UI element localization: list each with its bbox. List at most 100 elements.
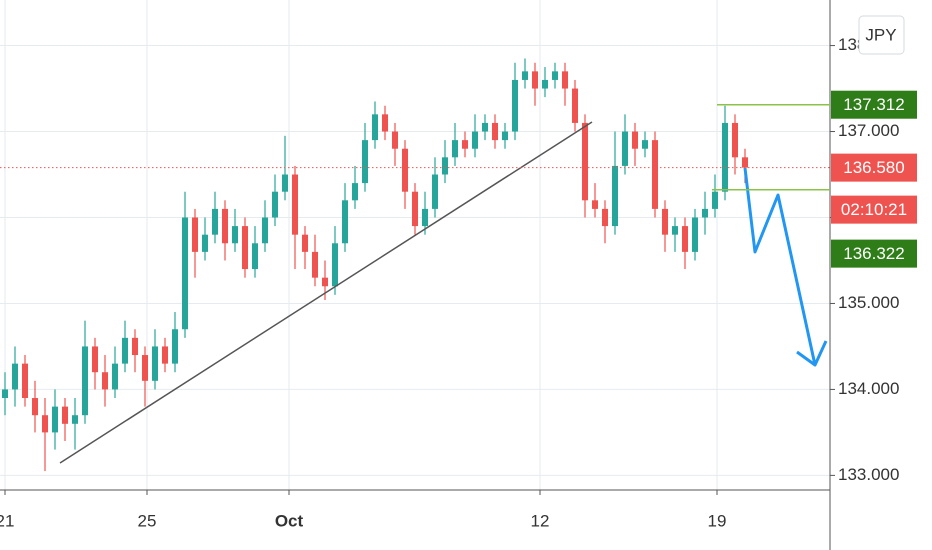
current-price-label: 136.580 xyxy=(843,158,904,177)
candle-body xyxy=(202,234,208,252)
level-label: 137.312 xyxy=(843,95,904,114)
candle-body xyxy=(622,131,628,166)
candle-body xyxy=(52,406,58,433)
candle-body xyxy=(372,114,378,141)
candle-body xyxy=(602,208,608,227)
candle-body xyxy=(272,191,278,218)
candle-body xyxy=(632,131,638,149)
candle-body xyxy=(502,131,508,141)
candle-body xyxy=(702,208,708,218)
candle-body xyxy=(582,122,588,201)
candle-body xyxy=(122,337,128,364)
candle-body xyxy=(662,208,668,235)
candle-body xyxy=(82,346,88,416)
candle-body xyxy=(292,174,298,235)
candle-body xyxy=(522,71,528,80)
y-tick-label: 134.000 xyxy=(838,379,899,398)
y-tick-label: 133.000 xyxy=(838,465,899,484)
candle-body xyxy=(422,208,428,227)
candle-body xyxy=(452,140,458,158)
candle-body xyxy=(212,208,218,235)
candle-body xyxy=(72,415,78,424)
candle-body xyxy=(562,71,568,89)
candle-body xyxy=(692,217,698,252)
candle-body xyxy=(182,217,188,330)
candle-body xyxy=(192,217,198,252)
grid xyxy=(0,0,830,490)
y-tick-label: 137.000 xyxy=(838,121,899,140)
trend-line xyxy=(59,121,593,464)
candle-body xyxy=(242,226,248,270)
candle-body xyxy=(312,251,318,278)
x-tick-label: 12 xyxy=(531,511,550,530)
candle-body xyxy=(412,191,418,227)
candle-body xyxy=(172,329,178,364)
currency-button[interactable] xyxy=(858,15,905,55)
candle-body xyxy=(262,217,268,244)
candle-body xyxy=(342,200,348,244)
candle-body xyxy=(472,131,478,149)
candle-body xyxy=(112,363,118,390)
candle-body xyxy=(512,79,518,132)
level-label-box xyxy=(831,239,917,268)
candle-body xyxy=(592,200,598,209)
candle-body xyxy=(682,226,688,252)
candle-body xyxy=(432,174,438,209)
candle-body xyxy=(382,114,388,132)
candle-body xyxy=(542,79,548,89)
current-price-label-box xyxy=(831,153,917,182)
candle-body xyxy=(282,174,288,192)
currency-button-label[interactable]: JPY xyxy=(865,25,896,44)
candle-body xyxy=(642,140,648,149)
candle-body xyxy=(672,226,678,235)
x-tick-label: 19 xyxy=(708,511,727,530)
candle-body xyxy=(62,406,68,424)
candle-body xyxy=(322,277,328,287)
y-tick-label: 135.000 xyxy=(838,293,899,312)
candle-body xyxy=(222,208,228,244)
candle-body xyxy=(102,372,108,390)
candle-body xyxy=(232,226,238,244)
candle-body xyxy=(352,183,358,201)
candle-body xyxy=(442,157,448,175)
candle-body xyxy=(12,363,18,390)
arrow-head xyxy=(796,340,828,367)
candle-body xyxy=(402,148,408,192)
candle-body xyxy=(22,363,28,399)
candle-body xyxy=(332,243,338,287)
candle-body xyxy=(652,140,658,209)
candle-body xyxy=(142,355,148,381)
candle-body xyxy=(2,389,8,399)
candle-body xyxy=(32,398,38,416)
candles xyxy=(2,58,748,472)
candle-body xyxy=(492,122,498,141)
candle-body xyxy=(612,165,618,227)
candle-body xyxy=(462,140,468,149)
countdown-label-box xyxy=(831,195,917,224)
candle-body xyxy=(482,122,488,132)
countdown-label: 02:10:21 xyxy=(841,200,907,219)
candle-body xyxy=(392,131,398,149)
candle-body xyxy=(362,140,368,184)
candle-body xyxy=(92,346,98,373)
candle-body xyxy=(152,346,158,381)
candle-body xyxy=(722,122,728,192)
level-label-box xyxy=(831,90,917,119)
x-tick-label: 25 xyxy=(138,511,157,530)
x-tick-label: 21 xyxy=(0,511,14,530)
price-labels: 137.312 136.580 02:10:21 136.322 xyxy=(0,90,917,268)
candle-body xyxy=(712,191,718,209)
candle-body xyxy=(552,71,558,80)
x-tick-label: Oct xyxy=(275,511,304,530)
candle-body xyxy=(42,415,48,433)
axes: 133.000134.000135.000136.000137.000138.0… xyxy=(0,0,899,550)
candle-body xyxy=(162,346,168,364)
candle-body xyxy=(572,88,578,123)
candle-body xyxy=(302,234,308,252)
level-label: 136.322 xyxy=(843,244,904,263)
forecast-arrow xyxy=(743,167,817,366)
candle-body xyxy=(132,337,138,356)
candle-body xyxy=(252,243,258,270)
candle-body xyxy=(732,122,738,158)
